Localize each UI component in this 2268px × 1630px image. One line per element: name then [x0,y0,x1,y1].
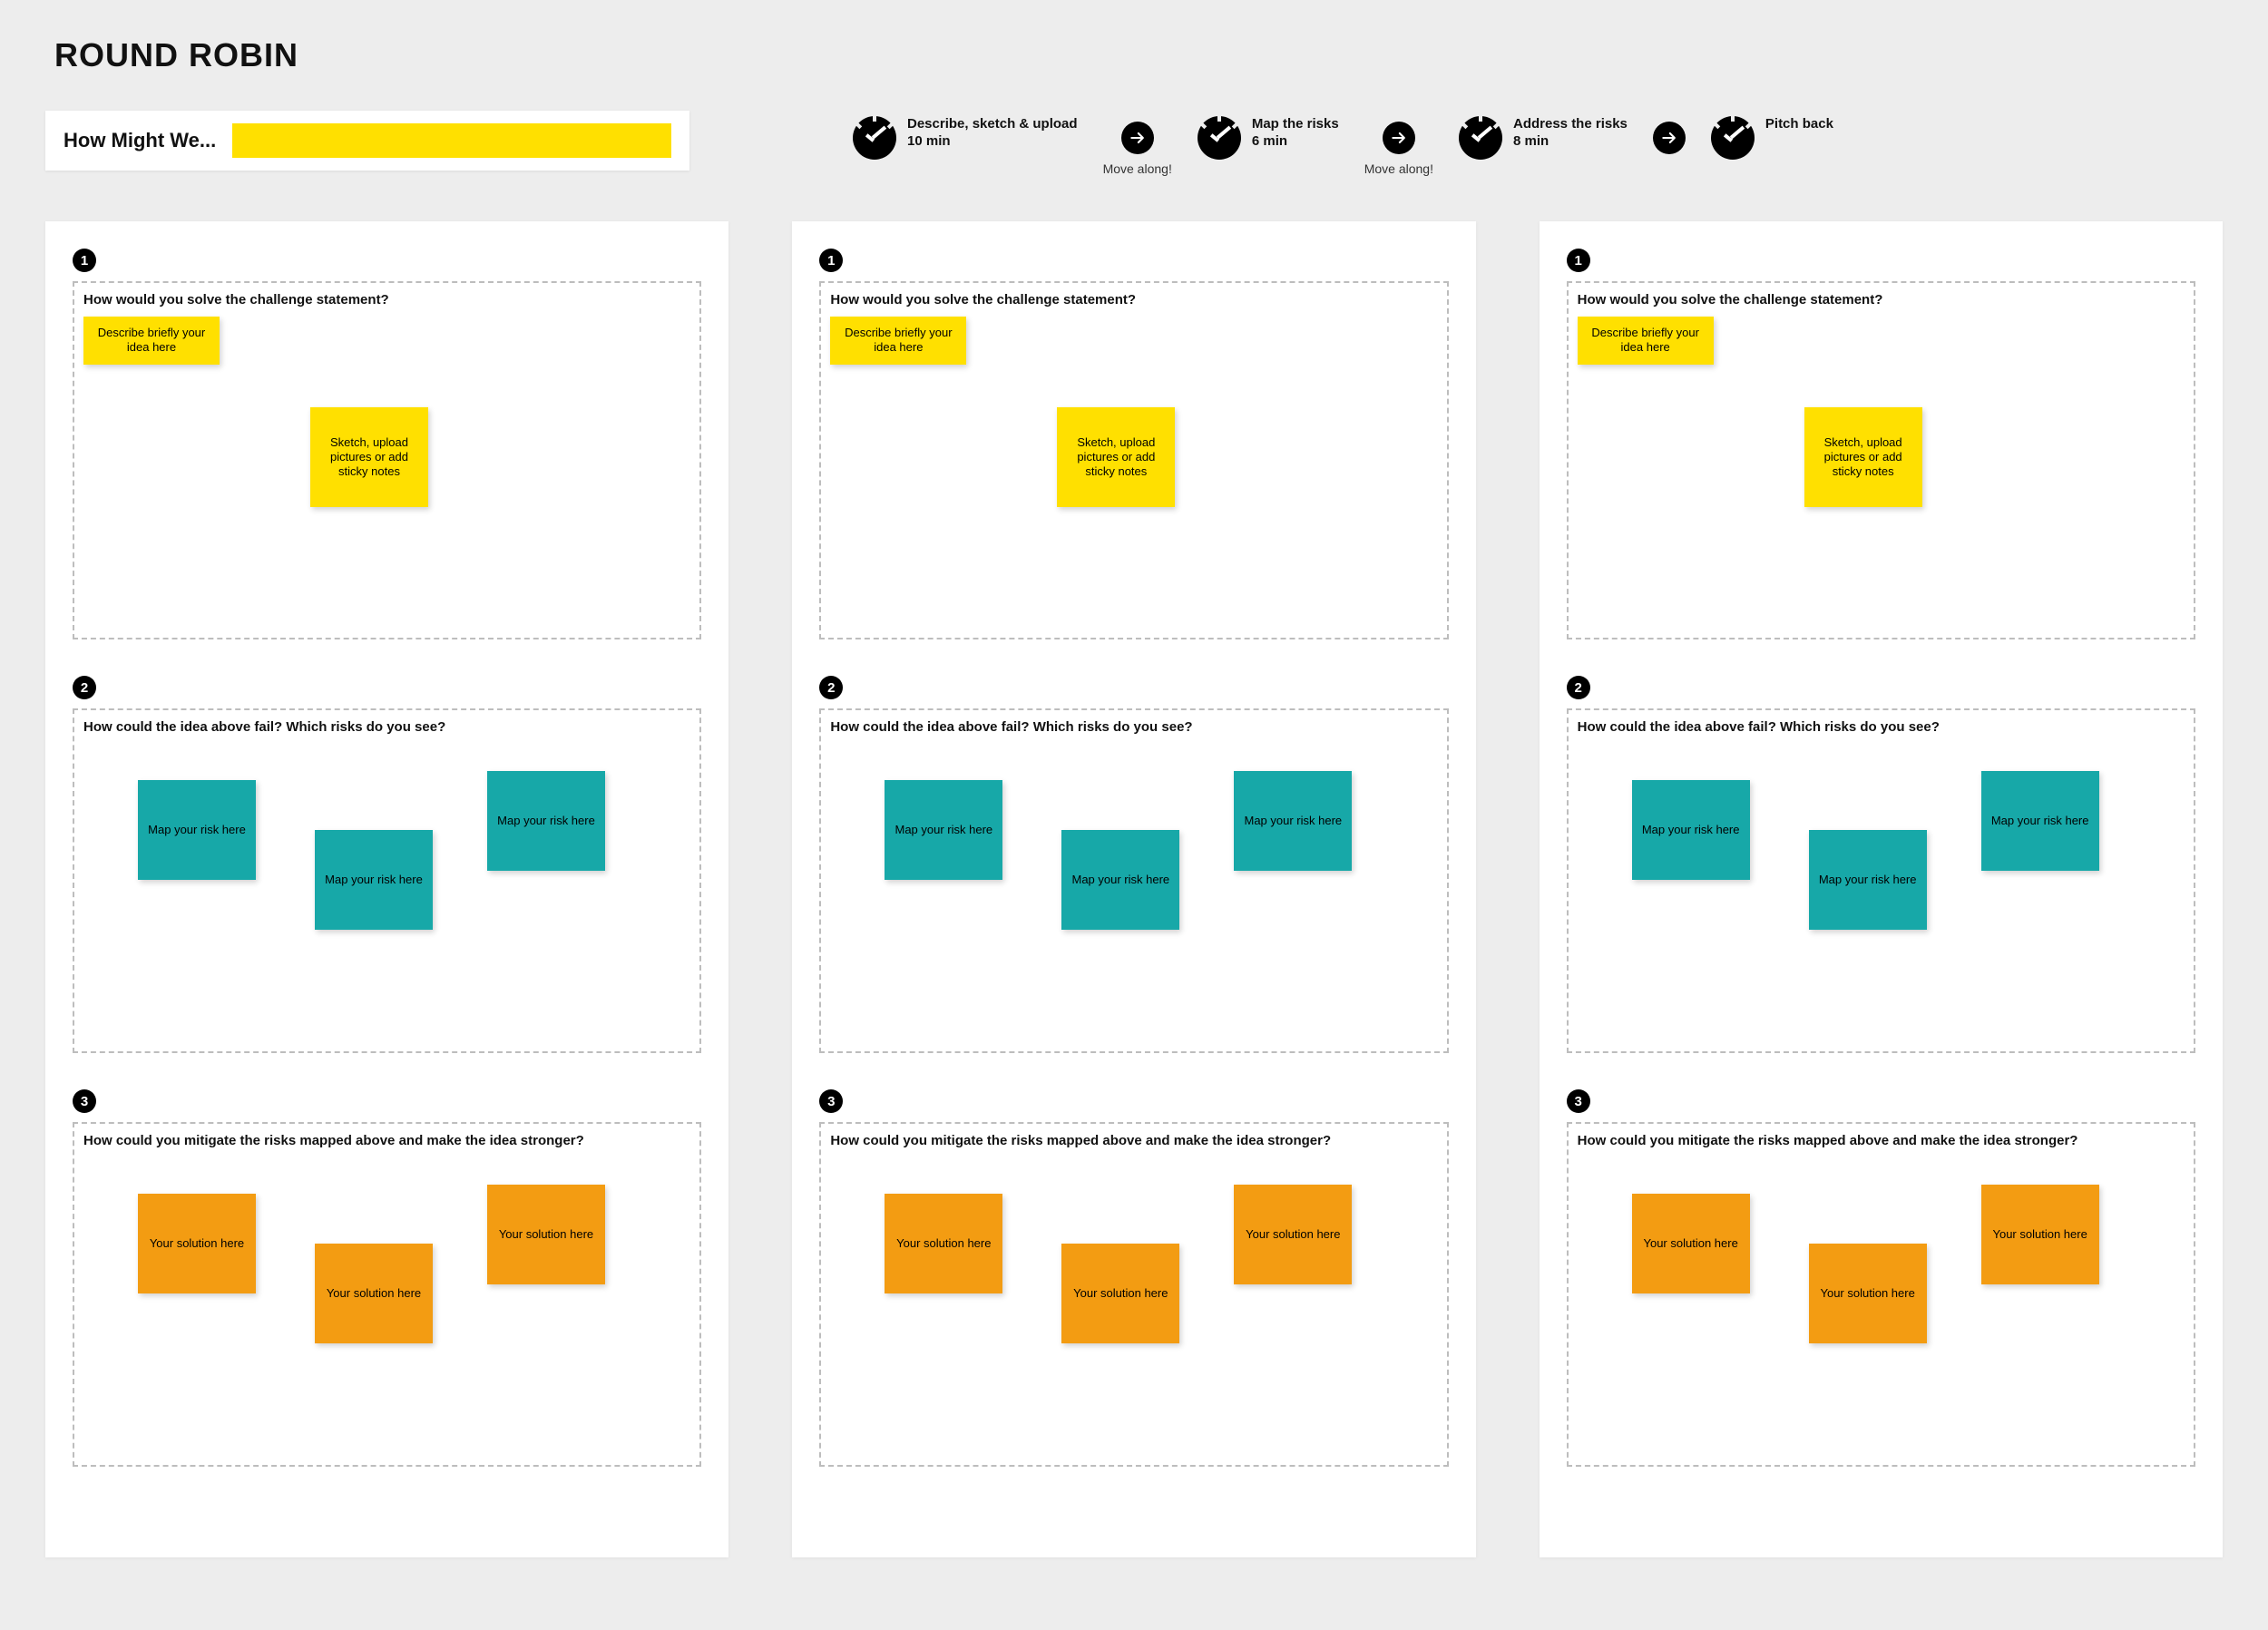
sticky-note-risk[interactable]: Map your risk here [885,780,1002,880]
sticky-note-solution[interactable]: Your solution here [1234,1185,1352,1284]
zone-prompt: How could the idea above fail? Which ris… [83,719,690,735]
section-badge: 1 [73,249,96,272]
arrow-right-icon [1653,122,1686,154]
sticky-note-solution[interactable]: Your solution here [1061,1244,1179,1343]
sticky-note-risk[interactable]: Map your risk here [1061,830,1179,930]
sticky-note-solution[interactable]: Your solution here [487,1185,605,1284]
section-2: 2 How could the idea above fail? Which r… [1567,676,2195,1053]
clock-icon [1459,116,1502,160]
section-badge: 2 [1567,676,1590,699]
zone-solutions[interactable]: How could you mitigate the risks mapped … [819,1122,1448,1467]
timeline-step-label: Map the risks [1252,116,1339,133]
section-1: 1 How would you solve the challenge stat… [819,249,1448,639]
zone-challenge[interactable]: How would you solve the challenge statem… [73,281,701,639]
header-row: How Might We... Describe, sketch & uploa… [45,111,2223,176]
section-badge: 1 [1567,249,1590,272]
timeline-step-label: Pitch back [1765,116,1833,133]
zone-prompt: How would you solve the challenge statem… [83,292,690,307]
sticky-note-idea[interactable]: Describe briefly your idea here [83,317,220,365]
section-2: 2 How could the idea above fail? Which r… [819,676,1448,1053]
zone-prompt: How could you mitigate the risks mapped … [83,1133,690,1148]
sticky-note-solution[interactable]: Your solution here [885,1194,1002,1293]
zone-risks[interactable]: How could the idea above fail? Which ris… [819,708,1448,1053]
section-3: 3 How could you mitigate the risks mappe… [73,1089,701,1467]
clock-icon [853,116,896,160]
zone-prompt: How could you mitigate the risks mapped … [830,1133,1437,1148]
timeline-step-pitch-back: Pitch back [1711,116,1833,160]
sticky-note-sketch[interactable]: Sketch, upload pictures or add sticky no… [310,407,428,507]
hmw-box: How Might We... [45,111,689,171]
section-1: 1 How would you solve the challenge stat… [73,249,701,639]
sticky-note-solution[interactable]: Your solution here [1981,1185,2099,1284]
hmw-input[interactable] [232,123,671,158]
arrow-right-icon [1121,122,1154,154]
sticky-note-idea[interactable]: Describe briefly your idea here [1578,317,1714,365]
section-badge: 2 [819,676,843,699]
zone-challenge[interactable]: How would you solve the challenge statem… [1567,281,2195,639]
section-badge: 2 [73,676,96,699]
sticky-note-solution[interactable]: Your solution here [138,1194,256,1293]
zone-challenge[interactable]: How would you solve the challenge statem… [819,281,1448,639]
zone-prompt: How would you solve the challenge statem… [1578,292,2185,307]
sticky-note-solution[interactable]: Your solution here [1809,1244,1927,1343]
section-3: 3 How could you mitigate the risks mappe… [819,1089,1448,1467]
timeline-step-label: Describe, sketch & upload [907,116,1078,133]
zone-prompt: How would you solve the challenge statem… [830,292,1437,307]
zone-prompt: How could the idea above fail? Which ris… [830,719,1437,735]
section-3: 3 How could you mitigate the risks mappe… [1567,1089,2195,1467]
timeline-step-duration: 6 min [1252,133,1339,149]
sticky-note-risk[interactable]: Map your risk here [1234,771,1352,871]
section-badge: 1 [819,249,843,272]
worksheet-column: 1 How would you solve the challenge stat… [792,221,1475,1557]
section-badge: 3 [1567,1089,1590,1113]
worksheet-column: 1 How would you solve the challenge stat… [45,221,728,1557]
zone-solutions[interactable]: How could you mitigate the risks mapped … [1567,1122,2195,1467]
sticky-note-sketch[interactable]: Sketch, upload pictures or add sticky no… [1057,407,1175,507]
timeline: Describe, sketch & upload 10 min Move al… [853,111,1833,176]
timeline-step-label: Address the risks [1513,116,1628,133]
sticky-note-risk[interactable]: Map your risk here [1981,771,2099,871]
hmw-label: How Might We... [64,129,216,152]
clock-icon [1198,116,1241,160]
zone-solutions[interactable]: How could you mitigate the risks mapped … [73,1122,701,1467]
section-2: 2 How could the idea above fail? Which r… [73,676,701,1053]
sticky-note-sketch[interactable]: Sketch, upload pictures or add sticky no… [1804,407,1922,507]
arrow-right-icon [1383,122,1415,154]
timeline-step-address-risks: Address the risks 8 min [1459,116,1628,160]
sticky-note-risk[interactable]: Map your risk here [138,780,256,880]
timeline-arrow-3 [1653,116,1686,154]
timeline-step-duration: 8 min [1513,133,1628,149]
timeline-arrow-label: Move along! [1364,161,1433,176]
zone-prompt: How could you mitigate the risks mapped … [1578,1133,2185,1148]
section-1: 1 How would you solve the challenge stat… [1567,249,2195,639]
sticky-note-solution[interactable]: Your solution here [315,1244,433,1343]
timeline-step-describe: Describe, sketch & upload 10 min [853,116,1078,160]
timeline-arrow-label: Move along! [1103,161,1172,176]
zone-risks[interactable]: How could the idea above fail? Which ris… [1567,708,2195,1053]
worksheet-columns: 1 How would you solve the challenge stat… [45,221,2223,1557]
page-title: ROUND ROBIN [54,36,2223,74]
timeline-arrow-1: Move along! [1103,116,1172,176]
timeline-step-map-risks: Map the risks 6 min [1198,116,1339,160]
sticky-note-risk[interactable]: Map your risk here [1809,830,1927,930]
zone-prompt: How could the idea above fail? Which ris… [1578,719,2185,735]
sticky-note-solution[interactable]: Your solution here [1632,1194,1750,1293]
clock-icon [1711,116,1755,160]
section-badge: 3 [819,1089,843,1113]
section-badge: 3 [73,1089,96,1113]
sticky-note-risk[interactable]: Map your risk here [487,771,605,871]
timeline-step-duration: 10 min [907,133,1078,149]
worksheet-column: 1 How would you solve the challenge stat… [1540,221,2223,1557]
timeline-arrow-2: Move along! [1364,116,1433,176]
sticky-note-idea[interactable]: Describe briefly your idea here [830,317,966,365]
sticky-note-risk[interactable]: Map your risk here [1632,780,1750,880]
sticky-note-risk[interactable]: Map your risk here [315,830,433,930]
zone-risks[interactable]: How could the idea above fail? Which ris… [73,708,701,1053]
